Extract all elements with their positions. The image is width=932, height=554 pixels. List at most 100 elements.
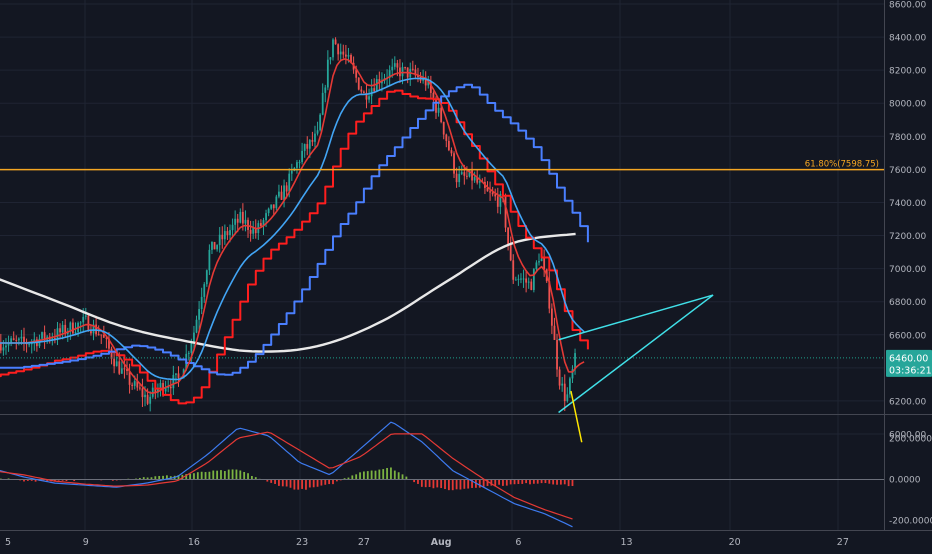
histogram-bar xyxy=(247,473,249,479)
candle-body xyxy=(138,387,141,389)
candle-body xyxy=(66,331,69,335)
histogram-bar xyxy=(378,469,381,479)
candle-body xyxy=(321,92,324,115)
histogram-bar xyxy=(529,479,531,485)
candle-body xyxy=(54,337,56,339)
candle-body xyxy=(272,204,275,209)
histogram-bar xyxy=(467,479,470,489)
candle-body xyxy=(236,218,239,223)
candle-body xyxy=(41,332,43,339)
price-tick-label: 6000.00 xyxy=(889,431,926,441)
candle-body xyxy=(290,170,293,174)
candle-body xyxy=(146,394,149,404)
histogram-bar xyxy=(502,479,504,486)
candle-body xyxy=(332,39,334,58)
candle-body xyxy=(496,196,499,207)
candle-body xyxy=(427,81,430,86)
histogram-bar xyxy=(386,467,388,479)
tenkan-step-line xyxy=(0,83,589,376)
candle-body xyxy=(231,224,234,231)
candle-body xyxy=(7,342,10,346)
candle-body xyxy=(520,278,522,280)
candle-body xyxy=(120,368,123,374)
price-tick-label: 6200.00 xyxy=(889,397,926,407)
histogram-bar xyxy=(332,479,334,485)
histogram-bar xyxy=(471,479,473,488)
histogram-bar xyxy=(459,479,462,490)
candle-body xyxy=(509,244,512,261)
histogram-bar xyxy=(544,479,547,484)
candle-body xyxy=(306,144,309,149)
price-tick-label: 8400.00 xyxy=(889,34,926,44)
histogram-bar xyxy=(420,479,423,487)
candle-body xyxy=(357,77,360,90)
candle-body xyxy=(396,63,399,68)
candle-body xyxy=(162,383,164,392)
candle-body xyxy=(311,140,314,142)
candle-body xyxy=(141,388,144,398)
candle-body xyxy=(208,249,211,271)
histogram-bar xyxy=(223,471,226,479)
candle-body xyxy=(324,87,327,93)
candle-body xyxy=(378,79,381,84)
histogram-bar xyxy=(281,479,284,487)
histogram-bar xyxy=(308,479,311,488)
candle-body xyxy=(460,172,463,174)
candle-body xyxy=(84,315,87,317)
price-tick-label: 7800.00 xyxy=(889,133,926,143)
histogram-bar xyxy=(293,479,296,490)
candle-body xyxy=(64,324,67,335)
candle-body xyxy=(458,173,461,183)
price-tick-label: 7600.00 xyxy=(889,166,926,176)
histogram-bar xyxy=(193,473,195,479)
candle-body xyxy=(303,144,306,151)
candle-body xyxy=(486,187,489,192)
candle-body xyxy=(393,63,396,67)
histogram-bar xyxy=(451,479,454,491)
histogram-bar xyxy=(428,479,431,487)
histogram-bar xyxy=(297,479,300,490)
candle-body xyxy=(280,191,283,200)
date-tick-label: 6 xyxy=(515,537,521,548)
histogram-bar xyxy=(417,479,419,484)
candle-body xyxy=(159,383,162,390)
candle-body xyxy=(265,213,267,221)
candle-body xyxy=(195,319,198,333)
candle-body xyxy=(187,352,190,354)
candle-body xyxy=(262,220,265,227)
histogram-bar xyxy=(142,477,145,479)
candle-body xyxy=(105,337,108,339)
candle-body xyxy=(90,331,92,334)
candle-body xyxy=(20,336,23,339)
candle-body xyxy=(283,185,285,200)
candle-body xyxy=(471,170,473,181)
candle-body xyxy=(43,332,46,340)
candle-body xyxy=(540,258,543,262)
histogram-bar xyxy=(525,479,528,484)
candle-body xyxy=(87,315,90,332)
candle-body xyxy=(110,348,113,359)
histogram-bar xyxy=(208,471,211,479)
histogram-bar xyxy=(432,479,435,489)
candle-body xyxy=(314,133,316,142)
histogram-bar xyxy=(239,470,242,479)
candle-body xyxy=(267,208,270,214)
histogram-bar xyxy=(490,479,493,486)
histogram-bar xyxy=(366,471,369,479)
price-tick-label: 6800.00 xyxy=(889,298,926,308)
candle-body xyxy=(558,369,561,386)
histogram-bar xyxy=(150,477,153,479)
candle-body xyxy=(136,381,139,388)
candle-body xyxy=(363,91,365,93)
candle-body xyxy=(133,381,136,386)
histogram-bar xyxy=(521,479,524,484)
candle-body xyxy=(241,211,244,224)
candle-body xyxy=(260,223,262,227)
candle-body xyxy=(316,130,319,134)
candle-body xyxy=(278,191,280,197)
candle-body xyxy=(514,279,517,281)
candle-body xyxy=(561,383,564,386)
histogram-bar xyxy=(324,479,327,485)
